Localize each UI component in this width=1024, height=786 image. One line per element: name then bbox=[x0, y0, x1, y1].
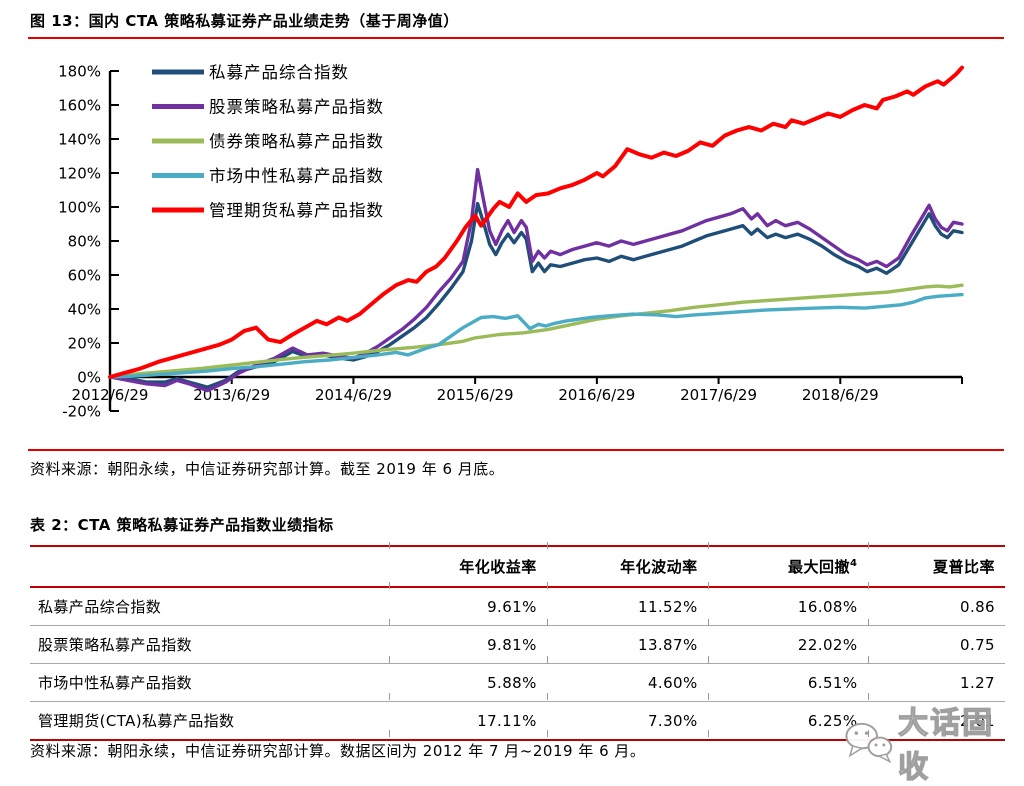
metric-value: 16.08% bbox=[707, 587, 868, 626]
table-grid-tick bbox=[708, 730, 709, 737]
table-grid-tick bbox=[708, 619, 709, 626]
table-title: 表 2：CTA 策略私募证券产品指数业绩指标 bbox=[30, 516, 334, 534]
metric-value: 6.51% bbox=[707, 663, 868, 702]
table-grid-tick bbox=[868, 693, 869, 700]
x-axis-label: 2016/6/29 bbox=[558, 386, 635, 404]
metric-value: 5.88% bbox=[388, 663, 547, 702]
metric-value: 2.01 bbox=[867, 701, 1005, 741]
y-axis-label: 40% bbox=[68, 301, 101, 319]
y-axis-label: 60% bbox=[68, 267, 101, 285]
metric-value: 13.87% bbox=[546, 625, 708, 664]
y-axis-label: 120% bbox=[58, 165, 101, 183]
report-page: 图 13：国内 CTA 策略私募证券产品业绩走势（基于周净值） 180% 160%… bbox=[28, 12, 1005, 786]
table-row: 市场中性私募产品指数 5.88% 4.60% 6.51% 1.27 bbox=[30, 663, 1005, 702]
legend-item-label: 股票策略私募产品指数 bbox=[209, 98, 384, 117]
row-label: 私募产品综合指数 bbox=[30, 587, 389, 626]
figure-bottom-rule bbox=[28, 449, 1004, 451]
table-grid-tick bbox=[708, 582, 709, 589]
table-header: 年化收益率 年化波动率 最大回撤4 夏普比率 bbox=[30, 545, 1005, 588]
table-grid-tick bbox=[389, 619, 390, 626]
x-axis-label: 2018/6/29 bbox=[802, 386, 879, 404]
x-axis-label: 2014/6/29 bbox=[315, 386, 392, 404]
table-grid-tick bbox=[708, 656, 709, 663]
metric-value: 0.75 bbox=[867, 625, 1005, 664]
metric-value: 4.60% bbox=[546, 663, 708, 702]
metric-value: 0.86 bbox=[867, 587, 1005, 626]
y-axis-label: 180% bbox=[58, 63, 101, 81]
table-grid-tick bbox=[547, 693, 548, 700]
table-row: 私募产品综合指数 9.61% 11.52% 16.08% 0.86 bbox=[30, 587, 1005, 626]
y-axis-label: 160% bbox=[58, 97, 101, 115]
footnote-marker: 4 bbox=[850, 558, 858, 569]
table-grid-tick bbox=[389, 656, 390, 663]
table-grid-tick bbox=[868, 619, 869, 626]
figure-title: 图 13：国内 CTA 策略私募证券产品业绩走势（基于周净值） bbox=[30, 12, 459, 30]
x-axis-label: 2013/6/29 bbox=[193, 386, 270, 404]
table-grid-tick bbox=[389, 693, 390, 700]
metric-value: 6.25% bbox=[707, 701, 868, 741]
performance-metrics-table: 年化收益率 年化波动率 最大回撤4 夏普比率 私募产品综合指数 9.61% 11.52% 1… bbox=[30, 545, 1005, 741]
x-axis-label: 2015/6/29 bbox=[437, 386, 514, 404]
legend-item-label: 私募产品综合指数 bbox=[209, 63, 349, 82]
column-header: 夏普比率 bbox=[867, 545, 1005, 588]
table-grid-tick bbox=[868, 730, 869, 737]
metric-value: 22.02% bbox=[707, 625, 868, 664]
table-grid-tick bbox=[389, 582, 390, 589]
x-axis-label: 2017/6/29 bbox=[680, 386, 757, 404]
legend-item-label: 市场中性私募产品指数 bbox=[209, 167, 384, 186]
column-header: 年化波动率 bbox=[546, 545, 708, 588]
metric-value: 1.27 bbox=[867, 663, 1005, 702]
column-header bbox=[30, 545, 389, 588]
legend-item-label: 管理期货私募产品指数 bbox=[209, 201, 384, 220]
table-grid-tick bbox=[389, 542, 390, 549]
row-label: 市场中性私募产品指数 bbox=[30, 663, 389, 702]
row-label: 管理期货(CTA)私募产品指数 bbox=[30, 701, 389, 741]
metric-value: 17.11% bbox=[388, 701, 547, 741]
y-axis-label: 140% bbox=[58, 131, 101, 149]
table-grid-tick bbox=[547, 542, 548, 549]
y-axis-label: 100% bbox=[58, 199, 101, 217]
series-line-market-neutral bbox=[108, 292, 964, 379]
y-axis-label: 0% bbox=[77, 369, 101, 387]
performance-line-chart: 180%160%140%120%100%80%60%40%20%0%-20%20… bbox=[58, 63, 964, 421]
table-source-note: 资料来源：朝阳永续，中信证券研究部计算。数据区间为 2012 年 7 月~201… bbox=[30, 742, 646, 760]
table-grid-tick bbox=[868, 656, 869, 663]
metric-value: 7.30% bbox=[546, 701, 708, 741]
table-row: 股票策略私募产品指数 9.81% 13.87% 22.02% 0.75 bbox=[30, 625, 1005, 664]
table-grid-tick bbox=[547, 730, 548, 737]
figure-source-note: 资料来源：朝阳永续，中信证券研究部计算。截至 2019 年 6 月底。 bbox=[30, 460, 505, 478]
column-header: 最大回撤4 bbox=[707, 545, 868, 588]
legend-item-label: 债券策略私募产品指数 bbox=[209, 132, 384, 151]
metric-value: 11.52% bbox=[546, 587, 708, 626]
metric-value: 9.61% bbox=[388, 587, 547, 626]
series-line-bond-strategy bbox=[108, 283, 964, 379]
x-axis-label: 2012/6/29 bbox=[72, 386, 149, 404]
row-label: 股票策略私募产品指数 bbox=[30, 625, 389, 664]
title-underline-rule bbox=[28, 37, 1004, 39]
y-axis-label: 20% bbox=[68, 335, 101, 353]
y-axis-label: 80% bbox=[68, 233, 101, 251]
series-line-managed-futures bbox=[108, 65, 964, 379]
table-row: 管理期货(CTA)私募产品指数 17.11% 7.30% 6.25% 2.01 bbox=[30, 701, 1005, 741]
metric-value: 9.81% bbox=[388, 625, 547, 664]
column-header: 年化收益率 bbox=[388, 545, 547, 588]
table-grid-tick bbox=[389, 730, 390, 737]
table-grid-tick bbox=[547, 619, 548, 626]
series-line-equity-strategy bbox=[108, 167, 964, 393]
table-grid-tick bbox=[868, 542, 869, 549]
table-grid-tick bbox=[868, 582, 869, 589]
table-grid-tick bbox=[547, 656, 548, 663]
table-grid-tick bbox=[708, 542, 709, 549]
table-grid-tick bbox=[547, 582, 548, 589]
table-grid-tick bbox=[708, 693, 709, 700]
y-axis-label: -20% bbox=[62, 403, 101, 421]
